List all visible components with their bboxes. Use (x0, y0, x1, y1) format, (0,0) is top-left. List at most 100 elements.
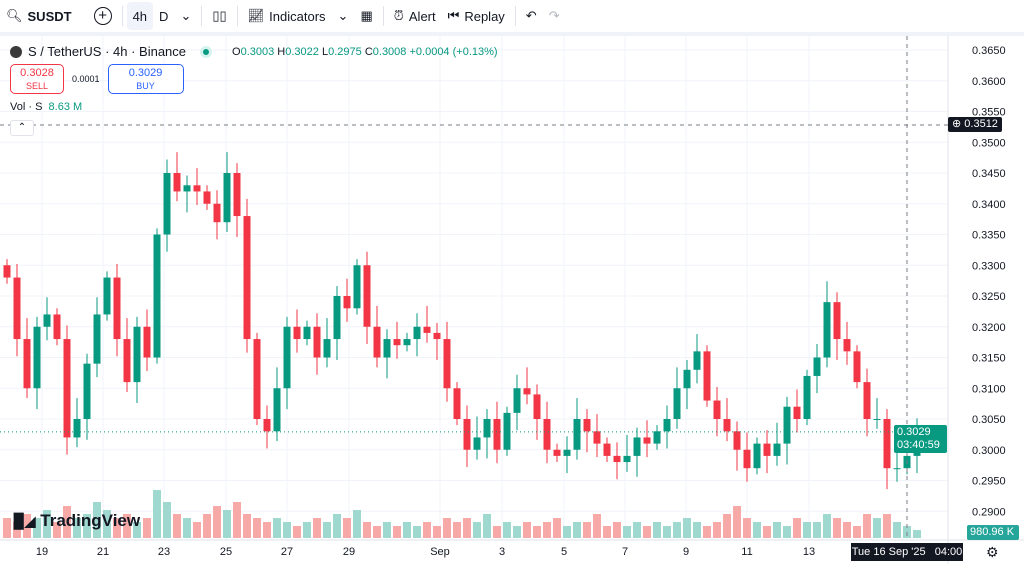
volume-bar (473, 522, 481, 538)
volume-bar (153, 490, 161, 538)
volume-bar (343, 518, 351, 538)
tradingview-watermark: ▉◢ TradingView (14, 511, 141, 530)
candle-body (133, 326, 141, 383)
candle-body (343, 296, 351, 309)
search-icon: 🔍︎ (6, 8, 23, 23)
price-tick: 0.3650 (972, 45, 1006, 57)
plus-circle-icon: + (93, 7, 112, 25)
volume-bar (423, 522, 431, 538)
candle-body (723, 419, 731, 432)
candle-body (303, 326, 311, 340)
trade-panel: 0.3028 SELL 0.0001 0.3029 BUY (10, 64, 184, 94)
replay-button[interactable]: ⏮︎ Replay (447, 8, 505, 24)
price-tick: 0.3100 (972, 383, 1006, 395)
candle-body (103, 277, 111, 315)
candle-body (543, 419, 551, 450)
buy-button[interactable]: 0.3029 BUY (107, 64, 184, 94)
rewind-icon: ⏮︎ (447, 8, 460, 23)
intervals-dropdown[interactable]: ⌄ (174, 2, 197, 30)
undo-button[interactable]: ↶ (520, 2, 543, 30)
interval-4h[interactable]: 4h (126, 2, 154, 30)
time-tick: 5 (561, 546, 567, 558)
chart-type-button[interactable]: ▯▯ (206, 2, 232, 30)
volume-bar (273, 518, 281, 538)
time-tick: 13 (803, 546, 815, 558)
volume-bar (213, 506, 221, 538)
candle-body (623, 455, 631, 463)
chevron-down-icon: ⌄ (180, 8, 192, 23)
interval-d[interactable]: D (159, 8, 169, 24)
candle-body (13, 277, 21, 340)
volume-bar (183, 518, 191, 538)
volume-bar (673, 522, 681, 538)
candle-body (273, 388, 281, 432)
volume-bar (493, 526, 501, 538)
candle-body (613, 455, 621, 463)
volume-bar (793, 518, 801, 538)
candle-body (883, 419, 891, 469)
candle-body (583, 419, 591, 432)
volume-bar (113, 518, 121, 538)
candle-body (83, 363, 91, 419)
volume-bar (753, 522, 761, 538)
candle-body (753, 443, 761, 469)
volume-bar (443, 518, 451, 538)
candle-body (833, 302, 841, 340)
candle-body (173, 173, 181, 192)
candle-body (213, 203, 221, 223)
candle-body (33, 326, 41, 389)
price-tick: 0.3150 (972, 353, 1006, 365)
candle-body (263, 419, 271, 432)
candle-body (773, 443, 781, 456)
price-tick: 0.3350 (972, 230, 1006, 242)
candle-body (323, 339, 331, 358)
candle-body (393, 339, 401, 346)
sell-button[interactable]: 0.3028 SELL (10, 64, 64, 94)
candle-body (153, 234, 161, 358)
volume-bar (93, 502, 101, 538)
volume-bar (193, 522, 201, 538)
candle-body (353, 265, 361, 309)
candle-body (653, 431, 661, 444)
candle-body (533, 394, 541, 419)
price-tick: 0.3550 (972, 107, 1006, 119)
chevron-up-icon: ⌃ (17, 122, 27, 133)
volume-bar (163, 502, 171, 538)
symbol-search-button[interactable]: 🔍︎ SUSDT (6, 8, 72, 24)
volume-bar (743, 518, 751, 538)
time-tick: 19 (36, 546, 48, 558)
settings-icon[interactable]: ⚙︎ (986, 544, 999, 560)
candle-body (333, 296, 341, 340)
volume-bar (53, 522, 61, 538)
volume-bar (523, 522, 531, 538)
volume-bar (373, 526, 381, 538)
compare-button[interactable]: + (88, 2, 118, 30)
volume-bar (323, 522, 331, 538)
plus-icon[interactable]: ⊕ (952, 118, 962, 130)
candle-body (783, 406, 791, 444)
volume-bar (723, 514, 731, 538)
volume-bar (653, 522, 661, 538)
candle-body (873, 419, 881, 420)
indicators-button[interactable]: 📈︎ Indicators (247, 8, 326, 24)
volume-bar (783, 526, 791, 538)
volume-legend: Vol · S 8.63 M (10, 101, 83, 113)
candle-body (843, 339, 851, 352)
volume-bar (73, 518, 81, 538)
candle-body (513, 388, 521, 413)
symbol-title[interactable]: S / TetherUS · 4h · Binance (28, 44, 187, 59)
volume-bar (403, 522, 411, 538)
time-tick: 21 (97, 546, 109, 558)
volume-bar (203, 514, 211, 538)
alert-button[interactable]: ⏰︎ Alert (393, 8, 436, 24)
collapse-legend-button[interactable]: ⌃ (10, 120, 34, 136)
price-tick: 0.3400 (972, 199, 1006, 211)
layouts-button[interactable]: ▦ (354, 2, 378, 30)
current-price-label: 0.3029 03:40:59 (894, 425, 947, 453)
price-chart[interactable]: 0.3650 0.3600 0.3550 0.3500 0.3450 0.3400 0.33… (0, 36, 1024, 564)
indicators-dropdown[interactable]: ⌄ (332, 2, 355, 30)
coin-logo-icon (10, 45, 22, 58)
redo-button[interactable]: ↷ (543, 2, 566, 30)
volume-bar (313, 518, 321, 538)
volume-bar (693, 522, 701, 538)
